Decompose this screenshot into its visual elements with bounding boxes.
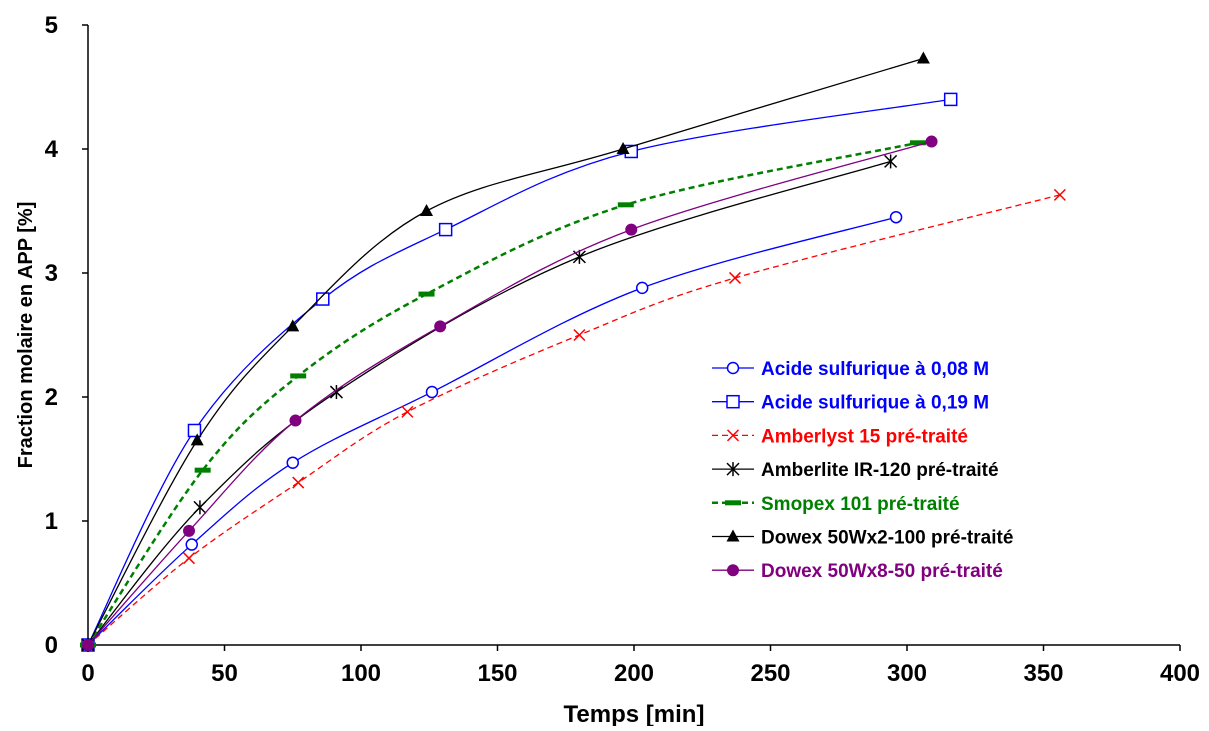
data-point (193, 500, 207, 515)
series-line (87, 194, 1061, 646)
data-point (82, 639, 94, 651)
data-point-stroke (573, 328, 586, 342)
legend-entry: Acide sulfurique à 0,08 M (712, 359, 989, 380)
series-line (87, 160, 891, 646)
series-line (87, 57, 924, 646)
legend-swatch-marker (726, 529, 740, 542)
data-point (625, 223, 638, 236)
legend-label: Acide sulfurique à 0,19 M (761, 393, 989, 414)
data-point (316, 292, 330, 306)
data-point (438, 222, 453, 237)
data-point (420, 204, 434, 216)
series-layer (80, 51, 1066, 652)
legend-label: Amberlyst 15 pré-traité (761, 426, 968, 447)
legend-entry: Smopex 101 pré-traité (712, 494, 960, 515)
data-point (185, 538, 198, 551)
legend-swatch-marker (726, 394, 740, 409)
series-6 (82, 135, 938, 651)
data-point-stroke (182, 552, 196, 565)
legend-entry: Amberlite IR-120 pré-traité (712, 460, 999, 481)
data-point (635, 281, 649, 295)
y-tick-label: 4 (45, 136, 59, 163)
y-tick-label: 1 (45, 508, 58, 535)
data-point (290, 373, 307, 379)
x-tick-label: 400 (1160, 660, 1200, 687)
legend: Acide sulfurique à 0,08 M Acide sulfuriqu… (712, 359, 1013, 582)
data-point-stroke (401, 405, 414, 418)
legend-label: Amberlite IR-120 pré-traité (761, 460, 999, 481)
x-tick-label: 150 (477, 660, 517, 687)
data-point (1053, 188, 1066, 201)
data-point (292, 476, 305, 489)
legend-label: Dowex 50Wx2-100 pré-traité (761, 528, 1013, 549)
data-point (190, 433, 204, 446)
data-point-stroke (292, 476, 305, 489)
data-point (889, 210, 903, 224)
data-point (418, 291, 435, 297)
y-tick-label: 3 (45, 260, 58, 287)
y-tick-label: 0 (45, 632, 58, 659)
data-point (617, 202, 634, 208)
x-tick-label: 300 (887, 660, 927, 687)
legend-label: Dowex 50Wx8-50 pré-traité (761, 561, 1003, 582)
series-line (86, 141, 919, 646)
legend-entry: Amberlyst 15 pré-traité (712, 426, 968, 447)
data-point (884, 154, 898, 169)
x-axis-label: Temps [min] (564, 701, 705, 726)
data-point (187, 423, 202, 438)
data-point (573, 328, 586, 342)
legend-swatch-marker (726, 361, 740, 375)
data-point (425, 385, 439, 399)
data-point (909, 140, 926, 146)
x-tick-label: 250 (750, 660, 790, 687)
data-point (616, 142, 630, 154)
legend-swatch-marker (727, 564, 739, 577)
data-point (572, 249, 586, 264)
x-tick-label: 50 (211, 660, 238, 687)
legend-label: Acide sulfurique à 0,08 M (761, 359, 989, 380)
data-point (434, 320, 447, 333)
y-axis-label: Fraction molaire en APP [%] (15, 202, 37, 469)
data-point (401, 405, 414, 418)
data-point (329, 385, 343, 400)
legend-swatch-marker (726, 429, 740, 442)
data-point-stroke (728, 271, 742, 284)
data-point (183, 524, 196, 537)
data-point (286, 456, 299, 469)
data-point (286, 319, 300, 332)
legend-entry: Acide sulfurique à 0,19 M (712, 393, 989, 414)
data-point (194, 467, 211, 473)
data-point (943, 92, 958, 107)
legend-entry: Dowex 50Wx2-100 pré-traité (712, 528, 1013, 549)
y-tick-label: 2 (45, 384, 58, 411)
data-point (289, 414, 302, 427)
data-point (728, 271, 742, 284)
legend-entry: Dowex 50Wx8-50 pré-traité (712, 561, 1003, 582)
legend-swatch-marker (726, 462, 740, 477)
series-0 (81, 210, 903, 652)
legend-label: Smopex 101 pré-traité (761, 494, 960, 515)
data-point (182, 552, 196, 565)
data-point-stroke (1053, 188, 1066, 201)
x-tick-label: 100 (341, 660, 381, 687)
legend-swatch-marker (725, 500, 741, 506)
y-tick-label: 5 (45, 12, 58, 39)
series-line (87, 98, 951, 646)
data-point (916, 51, 930, 64)
x-tick-label: 0 (81, 660, 94, 687)
x-tick-label: 200 (614, 660, 654, 687)
x-tick-label: 350 (1023, 660, 1063, 687)
legend-swatch-marker-stroke (726, 429, 740, 442)
data-point (925, 135, 938, 148)
